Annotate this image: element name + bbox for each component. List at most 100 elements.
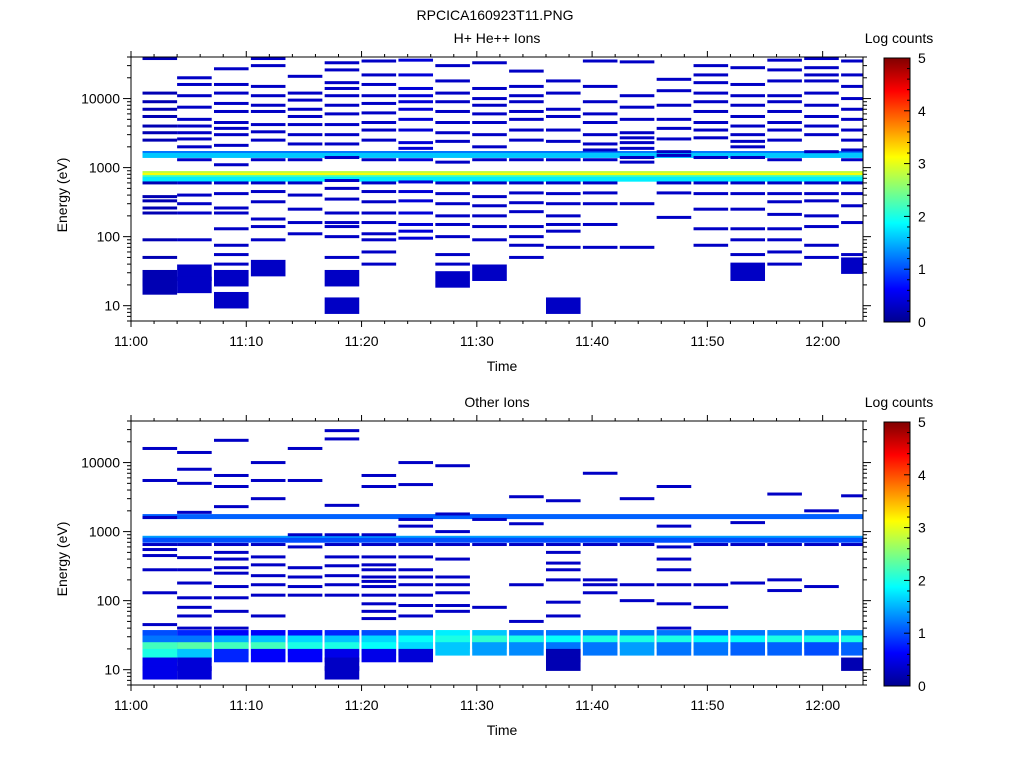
count-cell (545, 561, 581, 565)
count-cell (287, 593, 323, 597)
count-cell (841, 204, 863, 208)
count-cell (142, 195, 178, 199)
count-cell (656, 181, 692, 185)
count-cell (767, 128, 802, 132)
count-cell (287, 575, 323, 579)
count-cell (361, 232, 397, 236)
x-tick-label: 11:00 (114, 333, 148, 349)
count-cell (324, 255, 360, 259)
x-tick-label: 11:00 (114, 697, 148, 713)
count-cell (767, 543, 802, 547)
count-cell (250, 225, 286, 229)
count-cell (324, 68, 360, 72)
count-cell (730, 262, 766, 266)
count-cell (213, 269, 249, 287)
count-cell (177, 193, 212, 197)
count-cell (213, 566, 249, 570)
count-cell (177, 626, 212, 630)
count-cell (509, 243, 544, 247)
count-cell (250, 593, 286, 597)
count-cell (213, 82, 249, 86)
count-cell (545, 600, 581, 604)
count-cell (142, 568, 178, 572)
count-cell (435, 235, 470, 239)
count-cell (582, 100, 618, 104)
y-axis-label: Energy (eV) (54, 158, 70, 233)
count-cell (509, 495, 544, 499)
count-cell (545, 214, 581, 218)
count-cell (324, 123, 360, 127)
count-cell (693, 642, 729, 656)
count-cell (213, 133, 249, 137)
count-cell (767, 192, 802, 196)
count-cell (361, 585, 397, 589)
count-cell (213, 227, 249, 231)
count-cell (804, 91, 839, 95)
count-cell (398, 73, 434, 77)
count-cell (804, 214, 839, 218)
count-cell (767, 589, 802, 593)
count-cell (730, 238, 766, 242)
count-cell (767, 238, 802, 242)
count-cell (804, 79, 839, 83)
count-cell (435, 271, 470, 288)
count-cell (545, 297, 581, 314)
count-cell (656, 77, 692, 81)
count-cell (656, 642, 692, 656)
count-cell (177, 158, 212, 162)
count-cell (619, 599, 655, 603)
count-cell (287, 158, 323, 162)
count-cell (324, 583, 360, 587)
y-tick-label: 100 (97, 593, 121, 609)
count-cell (656, 545, 692, 549)
count-cell (287, 114, 323, 118)
count-cell (693, 73, 729, 77)
count-cell (767, 262, 802, 266)
count-cell (324, 543, 360, 547)
count-cell (361, 101, 397, 105)
count-cell (287, 566, 323, 570)
count-cell (250, 478, 286, 482)
count-cell (213, 121, 249, 125)
count-cell (656, 524, 692, 528)
count-cell (767, 138, 802, 142)
count-cell (619, 146, 655, 150)
count-cell (213, 181, 249, 185)
count-cell (545, 192, 581, 196)
count-cell (361, 59, 397, 63)
count-cell (767, 227, 802, 231)
count-cell (398, 128, 434, 132)
count-cell (693, 136, 729, 140)
count-cell (804, 509, 839, 513)
count-cell (324, 197, 360, 201)
count-cell (250, 461, 286, 465)
count-cell (142, 516, 178, 520)
count-cell (693, 543, 729, 547)
count-cell (398, 461, 434, 465)
count-cell (213, 291, 249, 309)
count-cell (841, 117, 863, 121)
count-cell (142, 124, 178, 128)
count-cell (287, 221, 323, 225)
persistent-band (142, 176, 863, 182)
x-tick-label: 11:20 (345, 697, 379, 713)
count-cell (841, 138, 863, 142)
count-cell (398, 583, 434, 587)
count-cell (767, 492, 802, 496)
count-cell (767, 94, 802, 98)
count-cell (582, 578, 618, 582)
count-cell (545, 202, 581, 206)
count-cell (472, 61, 507, 65)
count-cell (361, 473, 397, 477)
count-cell (545, 245, 581, 249)
count-cell (656, 103, 692, 107)
count-cell (472, 112, 507, 116)
count-cell (730, 521, 766, 525)
count-cell (361, 181, 397, 185)
count-cell (287, 133, 323, 137)
count-cell (509, 201, 544, 205)
colorbar (883, 421, 911, 687)
count-cell (250, 217, 286, 221)
count-cell (324, 269, 360, 287)
count-cell (324, 555, 360, 559)
